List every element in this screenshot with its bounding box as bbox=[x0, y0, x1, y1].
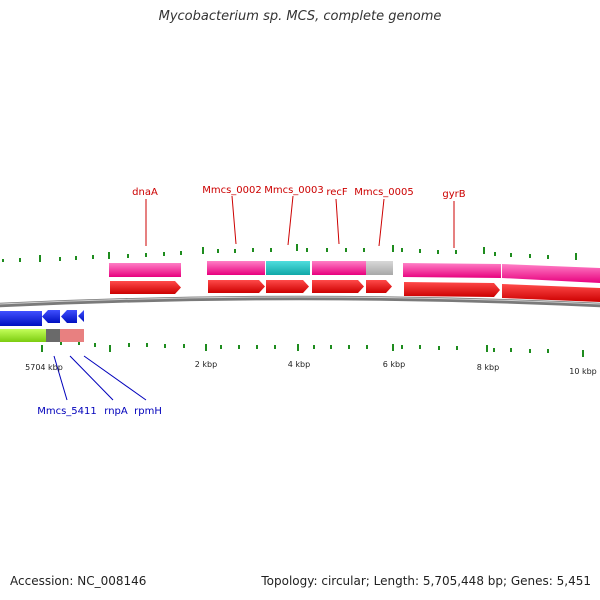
coordinate-labels: 5704 kbp 2 kbp 4 kbp 6 kbp 8 kbp 10 kbp bbox=[25, 360, 597, 376]
coord-label-6: 6 kbp bbox=[383, 360, 405, 369]
gene-recf[interactable] bbox=[312, 261, 366, 275]
forward-label-leaders bbox=[145, 195, 455, 248]
cds-gyrb-arrow[interactable] bbox=[404, 282, 500, 297]
gene-mmcs-0002[interactable] bbox=[207, 261, 265, 275]
outer-tick-marks bbox=[2, 244, 577, 262]
coord-label-2: 2 kbp bbox=[195, 360, 217, 369]
reverse-cds-track bbox=[0, 310, 84, 326]
cds-rnpa-arrow[interactable] bbox=[42, 310, 60, 323]
coord-label-8: 8 kbp bbox=[477, 363, 499, 372]
genome-summary-text: Topology: circular; Length: 5,705,448 bp… bbox=[261, 574, 591, 588]
forward-gene-labels: dnaA Mmcs_0002 Mmcs_0003 recF Mmcs_0005 … bbox=[132, 185, 466, 200]
label-gyrb[interactable]: gyrB bbox=[442, 189, 465, 200]
reverse-label-leaders bbox=[53, 355, 147, 401]
cds-mmcs-5411-arrow[interactable] bbox=[0, 311, 42, 326]
inner-tick-marks bbox=[2, 336, 584, 357]
coord-label-4: 4 kbp bbox=[288, 360, 310, 369]
reverse-gene-track bbox=[0, 329, 84, 342]
cds-recf-arrow[interactable] bbox=[312, 280, 364, 293]
gene-mmcs-0003[interactable] bbox=[266, 261, 310, 275]
forward-gene-track bbox=[109, 261, 600, 283]
gene-mmcs-0005[interactable] bbox=[366, 261, 393, 275]
gene-mmcs-5411[interactable] bbox=[0, 329, 46, 342]
label-rpmh[interactable]: rpmH bbox=[134, 406, 162, 417]
gene-rpmh[interactable] bbox=[60, 329, 84, 342]
label-mmcs-0002[interactable]: Mmcs_0002 bbox=[202, 185, 262, 196]
forward-cds-track bbox=[110, 280, 600, 302]
gene-next[interactable] bbox=[502, 264, 600, 283]
gene-dnaA[interactable] bbox=[109, 263, 181, 277]
coord-label-5704: 5704 kbp bbox=[25, 363, 63, 372]
coord-label-10: 10 kbp bbox=[569, 367, 597, 376]
label-rnpa[interactable]: rnpA bbox=[104, 406, 128, 417]
label-mmcs-0003[interactable]: Mmcs_0003 bbox=[264, 185, 324, 196]
genome-backbone bbox=[0, 295, 600, 308]
gene-rnpa[interactable] bbox=[46, 329, 60, 342]
label-recf[interactable]: recF bbox=[326, 187, 348, 198]
cds-rpmh-arrow[interactable] bbox=[61, 310, 77, 323]
accession-text: Accession: NC_008146 bbox=[10, 574, 147, 588]
cds-rpmh-tip-arrow[interactable] bbox=[78, 310, 84, 322]
cds-next-arrow[interactable] bbox=[502, 284, 600, 302]
label-mmcs-0005[interactable]: Mmcs_0005 bbox=[354, 187, 414, 198]
map-title: Mycobacterium sp. MCS, complete genome bbox=[158, 9, 442, 24]
cds-mmcs-0005-arrow[interactable] bbox=[366, 280, 392, 293]
label-dnaA[interactable]: dnaA bbox=[132, 187, 158, 198]
cds-mmcs-0003-arrow[interactable] bbox=[266, 280, 309, 293]
reverse-gene-labels: Mmcs_5411 rnpA rpmH bbox=[37, 406, 162, 417]
label-mmcs-5411[interactable]: Mmcs_5411 bbox=[37, 406, 97, 417]
cds-dnaA-arrow[interactable] bbox=[110, 281, 181, 294]
gene-gyrb[interactable] bbox=[403, 263, 501, 278]
cds-mmcs-0002-arrow[interactable] bbox=[208, 280, 265, 293]
